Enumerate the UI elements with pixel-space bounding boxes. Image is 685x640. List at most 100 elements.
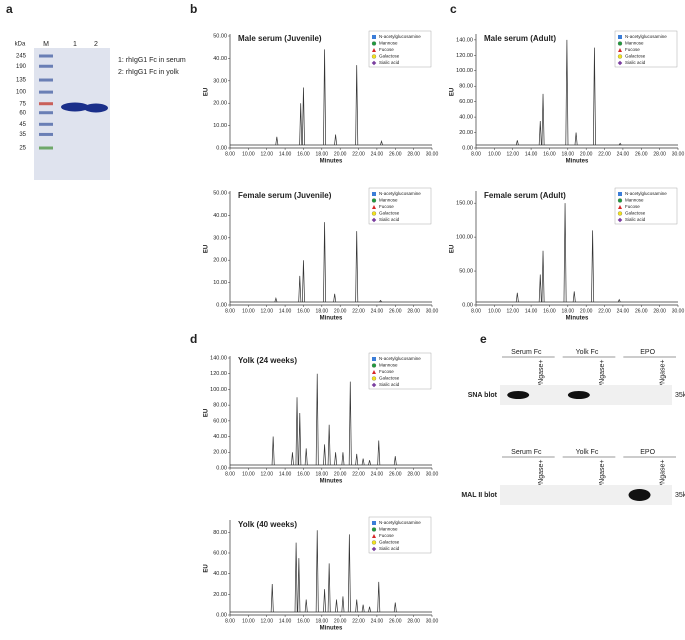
peak xyxy=(315,530,319,613)
x-tick-label: 24.00 xyxy=(371,308,384,314)
peak xyxy=(515,292,519,303)
x-tick-label: 10.00 xyxy=(242,471,255,477)
x-tick-label: 26.00 xyxy=(389,308,402,314)
peak xyxy=(323,222,327,303)
legend-symbol xyxy=(371,363,377,368)
marker-band xyxy=(39,132,53,136)
x-tick-label: 14.00 xyxy=(525,151,538,157)
peak xyxy=(355,231,359,303)
legend-box xyxy=(368,516,432,554)
blot-size: 35kDa xyxy=(675,492,685,499)
legend-symbol xyxy=(371,211,377,216)
x-tick-label: 18.00 xyxy=(316,308,329,314)
x-tick-label: 12.00 xyxy=(260,151,273,157)
x-tick-label: 8.00 xyxy=(225,151,235,157)
x-tick-label: 24.00 xyxy=(371,471,384,477)
x-tick-label: 16.00 xyxy=(297,308,310,314)
x-tick-label: 12.00 xyxy=(260,618,273,624)
y-tick-label: 150.00 xyxy=(456,201,473,207)
legend-symbol xyxy=(617,198,623,203)
y-tick-label: 20.00 xyxy=(459,130,473,136)
x-tick-label: 12.00 xyxy=(506,151,519,157)
x-tick-label: 10.00 xyxy=(488,151,501,157)
marker-band xyxy=(39,90,53,94)
x-tick-label: 26.00 xyxy=(389,618,402,624)
x-tick-label: 12.00 xyxy=(260,308,273,314)
peak xyxy=(377,440,381,466)
peak xyxy=(591,230,595,303)
blot-column: Yolk Fc xyxy=(576,449,599,456)
y-tick-label: 100.00 xyxy=(456,68,473,74)
marker-label: 75 xyxy=(19,101,26,107)
marker-label: 60 xyxy=(19,110,26,116)
y-tick-label: 60.00 xyxy=(213,550,227,556)
legend-label: Fucose xyxy=(379,204,394,209)
x-tick-label: 8.00 xyxy=(225,471,235,477)
peak xyxy=(361,604,365,613)
legend-box xyxy=(614,187,678,225)
y-tick-label: 40.00 xyxy=(213,56,227,62)
peak xyxy=(335,599,338,613)
legend-box xyxy=(368,30,432,68)
marker-band xyxy=(39,146,53,150)
x-tick-label: 26.00 xyxy=(389,471,402,477)
peak xyxy=(302,87,305,146)
peak xyxy=(355,65,359,146)
marker-label: 35 xyxy=(19,132,26,138)
marker-band xyxy=(39,54,53,58)
treatment-label: PNgase+ xyxy=(599,360,606,389)
x-tick-label: 22.00 xyxy=(352,471,365,477)
legend-label: Galactose xyxy=(379,540,400,545)
x-axis-label: Minutes xyxy=(320,626,343,632)
peak xyxy=(368,460,372,466)
peak xyxy=(393,456,397,466)
legend-symbol xyxy=(618,48,622,52)
blot-column: EPO xyxy=(640,449,655,456)
x-tick-label: 14.00 xyxy=(279,471,292,477)
y-tick-label: 0.00 xyxy=(462,302,473,308)
treatment-label: PNgase+ xyxy=(659,360,666,389)
x-tick-label: 10.00 xyxy=(488,308,501,314)
legend-label: Fucose xyxy=(625,204,640,209)
legend-symbol xyxy=(372,534,376,538)
peak xyxy=(347,534,351,613)
y-axis-label: EU xyxy=(204,409,210,417)
y-tick-label: 50.00 xyxy=(213,33,227,39)
x-axis-label: Minutes xyxy=(320,316,343,322)
y-axis-label: EU xyxy=(204,564,210,572)
x-tick-label: 14.00 xyxy=(525,308,538,314)
legend-symbol xyxy=(617,211,623,216)
y-axis-label: EU xyxy=(450,245,456,253)
legend-label: Mannose xyxy=(625,198,644,203)
marker-band xyxy=(39,78,53,82)
x-tick-label: 16.00 xyxy=(297,618,310,624)
y-axis-label: EU xyxy=(450,88,456,96)
peak xyxy=(341,452,345,466)
y-tick-label: 50.00 xyxy=(213,190,227,196)
y-tick-label: 120.00 xyxy=(210,371,227,377)
legend-symbol xyxy=(371,217,377,223)
x-tick-label: 28.00 xyxy=(653,151,666,157)
legend-label: Fucose xyxy=(625,47,640,52)
legend-label: Sialic acid xyxy=(625,60,646,65)
legend-label: Mannose xyxy=(379,198,398,203)
legend-symbol xyxy=(372,48,376,52)
legend-symbol xyxy=(371,540,377,545)
peak xyxy=(298,412,302,466)
peak xyxy=(298,275,302,303)
legend-symbol xyxy=(371,41,377,46)
y-tick-label: 120.00 xyxy=(456,53,473,59)
legend-symbol xyxy=(371,382,377,388)
x-tick-label: 20.00 xyxy=(334,471,347,477)
y-tick-label: 0.00 xyxy=(216,145,227,151)
x-tick-label: 16.00 xyxy=(297,151,310,157)
x-tick-label: 18.00 xyxy=(316,618,329,624)
panel-label: b xyxy=(190,2,197,16)
legend-symbol xyxy=(371,54,377,59)
x-tick-label: 10.00 xyxy=(242,618,255,624)
legend-label: Galactose xyxy=(379,376,400,381)
blot-band xyxy=(567,391,590,399)
peak xyxy=(302,260,305,303)
marker-label: 25 xyxy=(19,146,26,152)
